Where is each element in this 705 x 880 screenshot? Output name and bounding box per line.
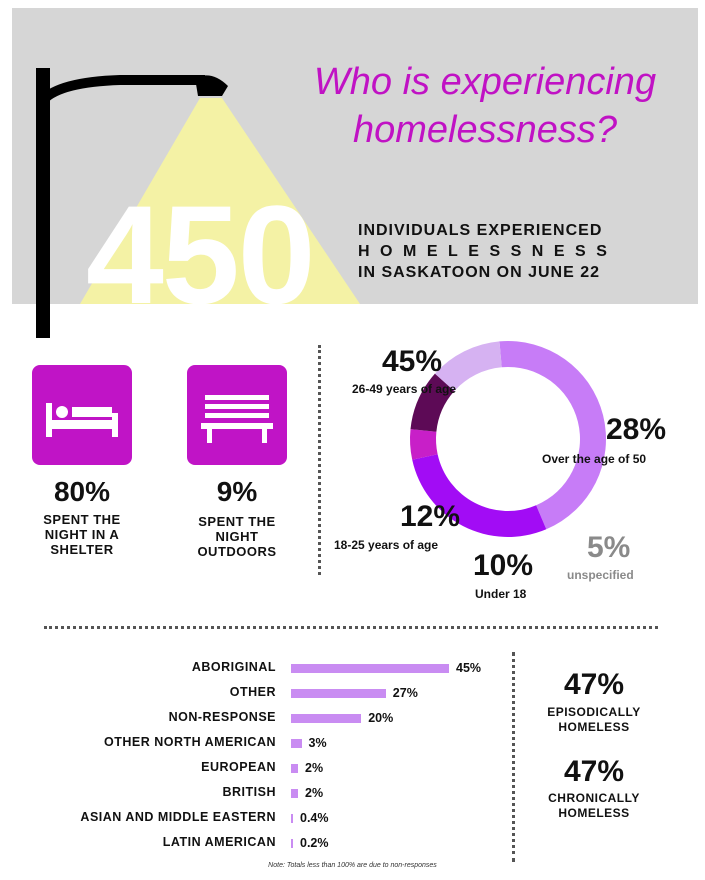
- shelter-label-line-1: SPENT THE: [43, 512, 121, 527]
- bar-mark: [291, 814, 293, 823]
- donut-label-28: 28%: [606, 413, 667, 446]
- outdoors-icon-box: [187, 365, 287, 465]
- bar-mark: [291, 789, 299, 798]
- outdoors-label: SPENT THE NIGHT OUTDOORS: [177, 514, 297, 559]
- title-line-1: Who is experiencing: [313, 61, 657, 103]
- donut-cat-unspecified: unspecified: [567, 568, 634, 582]
- bar-category-label: ABORIGINAL: [191, 660, 276, 674]
- big-number: 450: [86, 176, 316, 333]
- shelter-percent: 80%: [53, 476, 111, 507]
- donut-slice-1: [412, 454, 547, 537]
- title-line-2: homelessness?: [352, 109, 618, 151]
- chronic-label-line-2: HOMELESS: [558, 806, 630, 820]
- lamp-pole: [36, 68, 50, 338]
- donut-slice-3: [410, 373, 455, 432]
- bar-value-label: 2%: [305, 761, 324, 775]
- bar-value-label: 45%: [456, 661, 482, 675]
- outdoors-percent: 9%: [216, 476, 258, 507]
- outdoors-label-line-3: OUTDOORS: [197, 544, 277, 559]
- individuals-text: INDIVIDUALS EXPERIENCED HOMELESSNESS IN …: [358, 220, 617, 283]
- lamp-light-beam: [80, 98, 360, 304]
- donut-label-45: 45%: [382, 345, 443, 378]
- bar-value-label: 3%: [308, 736, 327, 750]
- bar-value-label: 0.4%: [300, 811, 329, 825]
- chronic-label: CHRONICALLY HOMELESS: [520, 791, 668, 821]
- bar-value-label: 20%: [368, 711, 394, 725]
- shelter-label: SPENT THE NIGHT IN A SHELTER: [22, 512, 142, 557]
- bar-mark: [291, 739, 302, 748]
- episodic-label-line-2: HOMELESS: [558, 720, 630, 734]
- donut-label-10: 10%: [473, 549, 534, 582]
- footnote: Note: Totals less than 100% are due to n…: [268, 862, 437, 869]
- outdoors-label-line-1: SPENT THE: [198, 514, 276, 529]
- outdoors-label-line-2: NIGHT: [215, 529, 259, 544]
- page-title: Who is experiencing homelessness?: [300, 58, 670, 154]
- chronic-percent: 47%: [563, 755, 625, 788]
- donut-slice-2: [410, 429, 438, 460]
- bed-icon: [46, 403, 118, 437]
- vertical-divider-2: [512, 652, 515, 862]
- bar-category-label: ASIAN AND MIDDLE EASTERN: [80, 810, 276, 824]
- bar-category-label: NON-RESPONSE: [168, 710, 276, 724]
- bench-icon: [201, 395, 273, 443]
- donut-cat-over-50: Over the age of 50: [542, 452, 647, 466]
- bar-category-label: OTHER: [229, 685, 276, 699]
- bar-value-label: 0.2%: [300, 836, 329, 850]
- shelter-label-line-3: SHELTER: [50, 542, 114, 557]
- bar-category-label: EUROPEAN: [201, 760, 276, 774]
- bar-mark: [291, 764, 299, 773]
- shelter-icon-box: [32, 365, 132, 465]
- episodic-percent: 47%: [563, 668, 625, 701]
- bar-value-label: 2%: [305, 786, 324, 800]
- bar-category-label: LATIN AMERICAN: [162, 835, 276, 849]
- donut-slice-0: [499, 341, 606, 530]
- chronic-label-line-1: CHRONICALLY: [548, 791, 640, 805]
- bar-value-label: 27%: [392, 686, 418, 700]
- episodic-label: EPISODICALLY HOMELESS: [520, 705, 668, 735]
- vertical-divider-1: [318, 345, 321, 575]
- individuals-line-3: IN SASKATOON ON JUNE 22: [358, 264, 601, 281]
- lamp-head: [195, 75, 228, 96]
- donut-label-12: 12%: [400, 500, 461, 533]
- bar-mark: [291, 839, 293, 848]
- donut-slice-4: [434, 341, 502, 392]
- bar-category-label: OTHER NORTH AMERICAN: [103, 735, 276, 749]
- individuals-line-1: INDIVIDUALS EXPERIENCED: [358, 222, 603, 239]
- donut-cat-26-49: 26-49 years of age: [352, 382, 457, 396]
- bar-mark: [291, 714, 362, 723]
- episodic-label-line-1: EPISODICALLY: [547, 705, 641, 719]
- horizontal-divider: [44, 626, 658, 629]
- shelter-label-line-2: NIGHT IN A: [44, 527, 120, 542]
- bar-category-label: BRITISH: [222, 785, 276, 799]
- donut-cat-18-25: 18-25 years of age: [334, 538, 439, 552]
- donut-label-5: 5%: [587, 531, 631, 564]
- bar-mark: [291, 689, 386, 698]
- bar-mark: [291, 664, 449, 673]
- donut-cat-under-18: Under 18: [475, 587, 527, 601]
- individuals-line-2: HOMELESSNESS: [358, 243, 618, 260]
